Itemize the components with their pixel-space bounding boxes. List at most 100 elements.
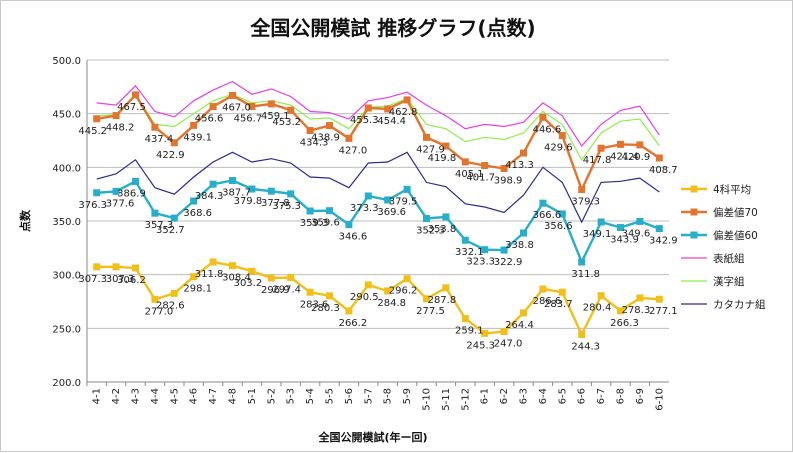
data-label: 379.8 [234,196,263,207]
x-tick-label: 5-10 [422,388,433,411]
data-label: 467.0 [222,102,251,113]
legend-label: カタカナ組 [713,298,766,311]
x-tick-label: 5-5 [325,388,336,404]
data-label: 311.8 [571,269,600,280]
data-label: 427.9 [416,144,445,155]
legend-item: 漢字組 [681,275,745,288]
data-point [170,139,178,147]
x-tick-label: 5-9 [402,388,413,404]
x-tick-label: 5-4 [305,388,316,404]
data-label: 332.1 [455,247,484,258]
y-tick-label: 400.0 [52,163,81,174]
data-label: 283.6 [300,299,329,310]
x-tick-label: 5-11 [441,388,452,411]
legend-swatch-marker [690,208,698,216]
legend-item: 4科平均 [681,183,751,196]
data-label: 266.2 [339,318,368,329]
data-point [170,214,178,222]
data-point [617,224,624,232]
data-point [248,102,256,110]
data-point [500,246,508,254]
data-point [151,123,159,131]
data-label: 379.5 [389,196,418,207]
data-label: 376.3 [78,200,107,211]
data-label: 384.3 [195,191,224,202]
data-point [132,91,139,99]
data-point [481,162,489,170]
data-label: 349.6 [622,228,651,239]
data-point [267,100,275,108]
data-label: 346.6 [339,232,368,243]
series-4 [96,93,660,161]
data-point [151,295,159,303]
data-label: 298.1 [183,284,212,295]
data-point [423,215,430,223]
data-label: 386.9 [117,188,146,199]
data-label: 448.2 [106,123,135,134]
y-tick-label: 350.0 [52,217,81,228]
x-tick-label: 5-7 [363,388,374,404]
y-axis-label: 点数 [18,209,32,232]
data-label: 438.9 [311,133,340,144]
data-point [287,106,295,114]
data-label: 420.9 [622,152,651,163]
y-tick-label: 450.0 [52,110,81,121]
data-point [93,189,101,197]
data-label: 286.6 [533,296,562,307]
data-point [306,127,314,135]
data-label: 387.7 [222,188,251,199]
y-tick-label: 250.0 [52,324,81,335]
data-point [461,158,469,166]
data-point [578,186,586,194]
data-label: 456.7 [234,113,263,124]
grid-lines [86,59,669,383]
data-point [655,154,663,162]
x-tick-label: 6-2 [499,388,510,404]
data-label: 377.8 [261,198,290,209]
data-label: 297.4 [272,284,301,295]
data-label: 359.3 [300,218,329,229]
y-tick-label: 300.0 [52,271,81,282]
data-label: 323.3 [466,257,495,268]
data-point [636,141,644,149]
data-point [403,96,411,104]
data-label: 277.1 [649,306,678,317]
data-point [655,225,663,233]
data-point [442,142,450,150]
data-point [636,217,644,225]
series-line [96,151,660,224]
data-label: 455.3 [350,115,379,126]
x-tick-label: 5-2 [266,388,277,404]
data-point [364,104,372,112]
data-label: 422.9 [156,150,185,161]
data-label: 247.0 [494,339,523,350]
x-tick-label: 4-4 [150,388,161,404]
legend-label: 偏差値60 [713,229,758,242]
data-point [267,274,275,282]
data-point [209,103,217,111]
data-point [306,207,314,215]
data-point [384,287,392,295]
data-label: 308.4 [222,273,251,284]
y-axis-ticks: 200.0 250.0 300.0 350.0 400.0 450.0 500.0 [52,56,81,389]
data-label: 352.3 [416,226,445,237]
data-point [112,112,120,120]
x-tick-label: 6-10 [654,388,665,411]
data-point [364,281,372,289]
data-label: 338.8 [505,240,534,251]
data-point [248,185,256,193]
data-point [287,190,295,198]
legend-label: 4科平均 [713,183,751,196]
x-tick-label: 6-1 [480,388,491,404]
data-point [229,177,236,185]
data-label: 245.3 [466,340,495,351]
data-point [461,236,469,244]
data-point [287,273,295,281]
data-label: 356.6 [544,221,573,232]
data-label: 342.9 [649,236,678,247]
data-label: 278.3 [622,305,651,316]
data-label: 353.8 [428,224,457,235]
series-0 [93,258,663,338]
